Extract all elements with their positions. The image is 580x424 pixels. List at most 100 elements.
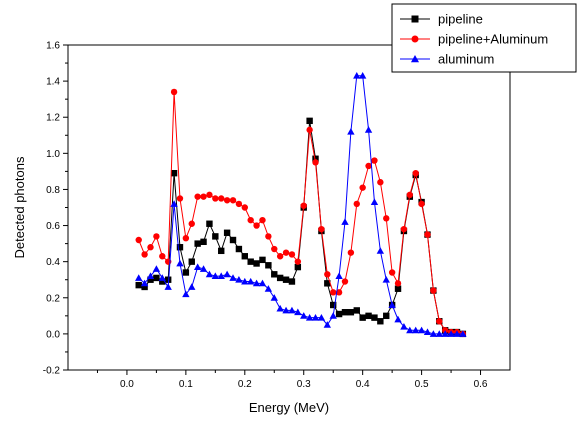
data-point <box>347 309 355 316</box>
legend-label: pipeline <box>438 12 483 27</box>
data-point <box>235 200 243 208</box>
data-point <box>218 195 225 202</box>
data-point <box>140 279 149 287</box>
data-point <box>306 117 313 125</box>
legend: pipeline pipeline+Aluminum aluminum <box>391 3 577 73</box>
data-point <box>223 270 231 278</box>
data-point <box>376 247 385 254</box>
data-point <box>394 280 402 287</box>
data-point <box>335 289 343 296</box>
data-point <box>282 276 290 283</box>
data-point <box>335 310 343 318</box>
legend-label: aluminum <box>438 52 494 67</box>
data-point <box>229 274 237 281</box>
data-point <box>147 244 154 251</box>
x-tick-label: 0.4 <box>356 379 370 390</box>
data-point <box>158 274 166 281</box>
x-tick-label: 0.3 <box>297 379 311 390</box>
data-point <box>383 312 390 320</box>
data-point <box>341 218 349 225</box>
data-point <box>182 269 190 276</box>
data-point <box>182 290 190 298</box>
legend-item: pipeline+Aluminum <box>400 32 548 47</box>
data-point <box>247 258 254 265</box>
data-point <box>347 249 355 256</box>
data-point <box>241 277 249 285</box>
data-point <box>188 220 195 227</box>
data-point <box>388 269 396 276</box>
y-axis-title: Detected photons <box>12 156 27 258</box>
data-point <box>358 72 367 79</box>
data-point <box>253 260 260 267</box>
x-tick-label: 0.5 <box>415 379 429 390</box>
data-point <box>418 200 425 208</box>
y-tick-label: 0.2 <box>46 293 60 304</box>
y-tick-label: 1.0 <box>46 149 60 160</box>
plot-border <box>67 44 511 371</box>
data-point <box>259 216 266 224</box>
data-point <box>265 233 272 240</box>
data-point <box>417 326 426 334</box>
data-point <box>159 278 166 285</box>
data-point <box>252 279 261 287</box>
data-point <box>199 265 208 272</box>
series-layer <box>135 72 467 338</box>
data-point <box>388 301 396 308</box>
data-point <box>146 272 155 280</box>
data-point <box>329 312 337 319</box>
data-point <box>170 88 178 96</box>
data-point <box>371 157 378 164</box>
data-point <box>265 262 272 269</box>
x-tick-label: 0.1 <box>179 379 193 390</box>
data-point <box>288 251 296 258</box>
data-point <box>135 236 142 244</box>
data-point <box>188 258 195 265</box>
data-point <box>318 225 325 233</box>
data-point <box>247 216 254 224</box>
data-point <box>211 272 220 280</box>
data-point <box>288 278 296 285</box>
data-point <box>294 263 302 271</box>
x-tick-label: 0.2 <box>238 379 252 390</box>
data-point <box>205 270 214 278</box>
data-point <box>176 259 184 267</box>
data-point <box>324 280 331 287</box>
series-line <box>138 91 463 335</box>
data-point <box>359 314 366 321</box>
x-axis-ticks: 0.0 0.1 0.2 0.3 0.4 0.5 0.6 <box>96 370 488 390</box>
y-tick-label: 0.6 <box>46 221 60 232</box>
data-point <box>206 220 213 227</box>
data-point <box>429 330 438 337</box>
data-point <box>335 272 343 280</box>
data-point <box>430 287 437 294</box>
data-point <box>364 126 373 133</box>
data-point <box>212 233 219 240</box>
data-point <box>306 126 313 134</box>
x-tick-label: 0.6 <box>474 379 488 390</box>
data-point <box>424 231 431 238</box>
data-point <box>223 229 231 236</box>
data-point <box>247 277 255 285</box>
data-point <box>170 169 178 177</box>
data-point <box>323 321 331 328</box>
series-pipeline <box>135 117 467 338</box>
series-aluminum <box>135 72 467 337</box>
data-point <box>400 322 408 330</box>
data-point <box>223 197 231 204</box>
y-tick-label: 0.8 <box>46 185 60 196</box>
data-point <box>270 294 278 301</box>
data-point <box>341 278 349 285</box>
data-point <box>241 253 248 260</box>
data-point <box>382 276 390 283</box>
x-axis-title: Energy (MeV) <box>249 400 329 415</box>
data-point <box>258 279 267 287</box>
legend-box <box>391 3 577 73</box>
data-point <box>341 309 349 316</box>
data-point <box>159 253 166 260</box>
data-point <box>276 253 284 260</box>
data-point <box>406 191 414 199</box>
data-point <box>441 330 449 337</box>
y-axis-ticks: -0.2 0.0 0.2 0.4 0.6 0.8 1.0 1.2 1.4 1.6 <box>43 41 68 377</box>
data-point <box>271 271 278 278</box>
data-point <box>447 330 455 337</box>
